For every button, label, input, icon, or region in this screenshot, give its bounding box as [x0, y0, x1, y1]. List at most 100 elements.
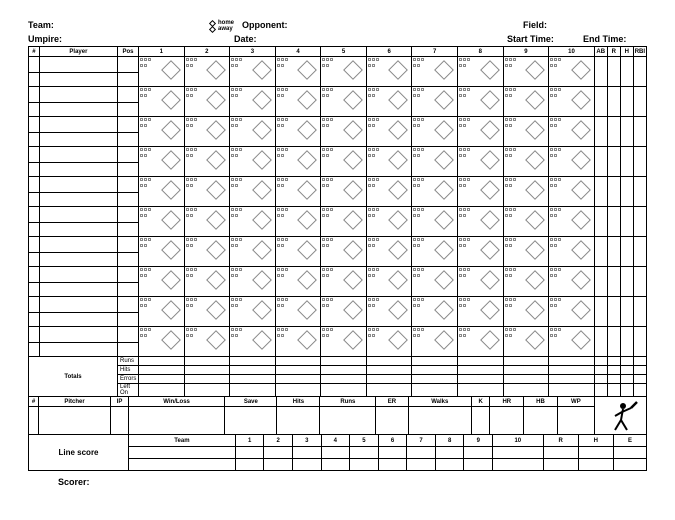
batter-name-cell[interactable] — [39, 177, 117, 207]
inning-cell[interactable] — [549, 327, 595, 357]
inning-cell[interactable] — [275, 57, 321, 87]
inning-cell[interactable] — [230, 177, 276, 207]
batter-pos-cell[interactable] — [117, 237, 138, 267]
stat-cell[interactable] — [594, 87, 607, 117]
batter-pos-cell[interactable] — [117, 267, 138, 297]
batter-num-cell[interactable] — [29, 177, 40, 207]
stat-cell[interactable] — [620, 87, 633, 117]
inning-cell[interactable] — [138, 117, 184, 147]
stat-cell[interactable] — [594, 207, 607, 237]
inning-cell[interactable] — [184, 117, 230, 147]
stat-cell[interactable] — [620, 297, 633, 327]
inning-cell[interactable] — [549, 267, 595, 297]
inning-cell[interactable] — [366, 87, 412, 117]
inning-cell[interactable] — [184, 57, 230, 87]
stat-cell[interactable] — [620, 237, 633, 267]
batter-pos-cell[interactable] — [117, 327, 138, 357]
inning-cell[interactable] — [366, 57, 412, 87]
batter-num-cell[interactable] — [29, 297, 40, 327]
stat-cell[interactable] — [620, 57, 633, 87]
inning-cell[interactable] — [366, 207, 412, 237]
inning-cell[interactable] — [321, 327, 367, 357]
stat-cell[interactable] — [594, 237, 607, 267]
inning-cell[interactable] — [503, 57, 549, 87]
stat-cell[interactable] — [633, 117, 646, 147]
inning-cell[interactable] — [138, 57, 184, 87]
stat-cell[interactable] — [633, 237, 646, 267]
inning-cell[interactable] — [412, 297, 458, 327]
stat-cell[interactable] — [594, 57, 607, 87]
inning-cell[interactable] — [503, 327, 549, 357]
batter-pos-cell[interactable] — [117, 177, 138, 207]
inning-cell[interactable] — [138, 147, 184, 177]
inning-cell[interactable] — [549, 87, 595, 117]
inning-cell[interactable] — [184, 87, 230, 117]
batter-num-cell[interactable] — [29, 57, 40, 87]
inning-cell[interactable] — [230, 327, 276, 357]
batter-pos-cell[interactable] — [117, 57, 138, 87]
inning-cell[interactable] — [184, 267, 230, 297]
inning-cell[interactable] — [503, 267, 549, 297]
inning-cell[interactable] — [138, 177, 184, 207]
stat-cell[interactable] — [594, 297, 607, 327]
inning-cell[interactable] — [275, 267, 321, 297]
inning-cell[interactable] — [503, 297, 549, 327]
stat-cell[interactable] — [633, 297, 646, 327]
inning-cell[interactable] — [366, 267, 412, 297]
stat-cell[interactable] — [594, 267, 607, 297]
stat-cell[interactable] — [607, 147, 620, 177]
inning-cell[interactable] — [138, 267, 184, 297]
stat-cell[interactable] — [594, 327, 607, 357]
stat-cell[interactable] — [594, 147, 607, 177]
inning-cell[interactable] — [321, 57, 367, 87]
batter-num-cell[interactable] — [29, 327, 40, 357]
stat-cell[interactable] — [633, 207, 646, 237]
inning-cell[interactable] — [138, 87, 184, 117]
inning-cell[interactable] — [412, 87, 458, 117]
inning-cell[interactable] — [549, 177, 595, 207]
inning-cell[interactable] — [230, 237, 276, 267]
inning-cell[interactable] — [275, 147, 321, 177]
inning-cell[interactable] — [503, 177, 549, 207]
batter-name-cell[interactable] — [39, 297, 117, 327]
inning-cell[interactable] — [549, 297, 595, 327]
inning-cell[interactable] — [275, 237, 321, 267]
inning-cell[interactable] — [230, 87, 276, 117]
inning-cell[interactable] — [458, 207, 504, 237]
inning-cell[interactable] — [366, 177, 412, 207]
batter-name-cell[interactable] — [39, 87, 117, 117]
inning-cell[interactable] — [366, 297, 412, 327]
inning-cell[interactable] — [458, 117, 504, 147]
inning-cell[interactable] — [138, 207, 184, 237]
inning-cell[interactable] — [503, 147, 549, 177]
stat-cell[interactable] — [607, 117, 620, 147]
batter-name-cell[interactable] — [39, 327, 117, 357]
inning-cell[interactable] — [366, 147, 412, 177]
batter-pos-cell[interactable] — [117, 117, 138, 147]
inning-cell[interactable] — [458, 237, 504, 267]
batter-num-cell[interactable] — [29, 207, 40, 237]
inning-cell[interactable] — [458, 267, 504, 297]
inning-cell[interactable] — [549, 57, 595, 87]
inning-cell[interactable] — [321, 297, 367, 327]
inning-cell[interactable] — [230, 267, 276, 297]
batter-pos-cell[interactable] — [117, 297, 138, 327]
inning-cell[interactable] — [321, 237, 367, 267]
inning-cell[interactable] — [366, 327, 412, 357]
stat-cell[interactable] — [633, 57, 646, 87]
inning-cell[interactable] — [549, 237, 595, 267]
stat-cell[interactable] — [607, 237, 620, 267]
inning-cell[interactable] — [321, 117, 367, 147]
batter-num-cell[interactable] — [29, 267, 40, 297]
inning-cell[interactable] — [321, 207, 367, 237]
stat-cell[interactable] — [620, 177, 633, 207]
inning-cell[interactable] — [138, 327, 184, 357]
inning-cell[interactable] — [503, 117, 549, 147]
batter-name-cell[interactable] — [39, 267, 117, 297]
stat-cell[interactable] — [607, 327, 620, 357]
inning-cell[interactable] — [366, 117, 412, 147]
inning-cell[interactable] — [321, 267, 367, 297]
inning-cell[interactable] — [412, 207, 458, 237]
inning-cell[interactable] — [458, 147, 504, 177]
stat-cell[interactable] — [620, 327, 633, 357]
